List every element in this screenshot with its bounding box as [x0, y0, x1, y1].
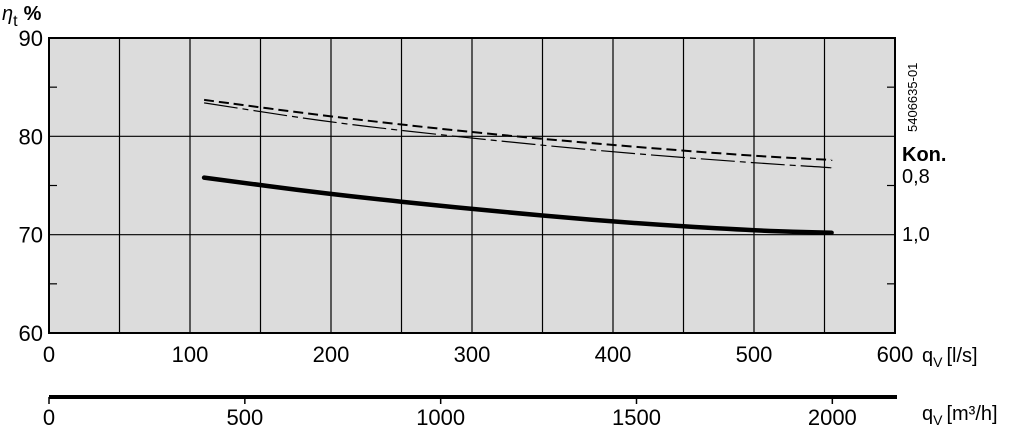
- plot-frame: [48, 37, 896, 334]
- x-tick-label: 0: [43, 342, 55, 367]
- x-tick-label: 600: [877, 342, 914, 367]
- kon-label-1-0: 1,0: [902, 224, 930, 246]
- x-tick-labels-ls: 0 100 200 300 400 500 600: [43, 342, 913, 367]
- figure-code: 5406635-01: [905, 63, 920, 132]
- x2-tick-label: 1000: [416, 405, 465, 430]
- y-tick-labels: 60 70 80 90: [19, 26, 43, 346]
- x2-tick-label: 0: [43, 405, 55, 430]
- x2-tick-label: 500: [226, 405, 263, 430]
- x-tick-label: 200: [313, 342, 350, 367]
- x-tick-label: 100: [172, 342, 209, 367]
- y-tick-label: 80: [19, 124, 43, 149]
- y-tick-label: 60: [19, 321, 43, 346]
- curves: [201, 98, 834, 235]
- curve-solid-thick: [201, 175, 834, 235]
- x2-tick-label: 2000: [808, 405, 857, 430]
- x-tick-label: 400: [595, 342, 632, 367]
- curve-dash-dot: [204, 102, 833, 169]
- kon-label-0-8: 0,8: [902, 166, 930, 188]
- kon-label: Kon.: [902, 144, 946, 166]
- y-axis-label: ηt%: [2, 3, 42, 30]
- y-tick-label: 70: [19, 223, 43, 248]
- x2-tick-label: 1500: [612, 405, 661, 430]
- x-axis-label-ls: qV [l/s]: [922, 345, 978, 370]
- x-tick-labels-m3h: 0 500 1000 1500 2000: [43, 397, 857, 430]
- x-tick-label: 500: [736, 342, 773, 367]
- x-axis-label-m3h: qV [m³/h]: [922, 403, 998, 428]
- curve-dashed: [203, 98, 833, 161]
- y-tick-label: 90: [19, 26, 43, 51]
- x-tick-label: 300: [454, 342, 491, 367]
